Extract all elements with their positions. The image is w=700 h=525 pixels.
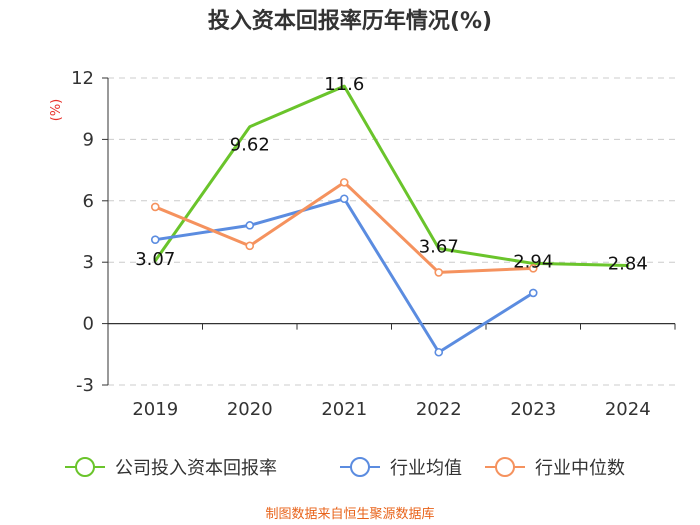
y-tick-label: 3 xyxy=(83,252,94,273)
series-point-2 xyxy=(528,264,538,273)
legend-label-0: 公司投入资本回报率 xyxy=(115,458,277,479)
series-point-1 xyxy=(434,347,444,357)
data-label: 3.67 xyxy=(419,236,459,257)
x-tick-label: 2019 xyxy=(132,399,178,420)
series-lines xyxy=(150,84,630,357)
y-axis-unit-label: (%) xyxy=(49,99,64,122)
y-tick-label: 12 xyxy=(71,68,94,89)
x-tick-label: 2022 xyxy=(416,399,462,420)
data-label: 3.07 xyxy=(135,249,175,270)
series-point-1 xyxy=(528,288,538,298)
data-labels: 3.07 9.62 11.6 3.67 2.94 2.84 xyxy=(135,74,648,274)
source-note: 制图数据来自恒生聚源数据库 xyxy=(265,506,434,522)
y-tick-label: -3 xyxy=(76,375,94,396)
legend-label-2: 行业中位数 xyxy=(535,458,625,479)
series-point-2 xyxy=(150,202,160,212)
legend: 公司投入资本回报率 行业均值 行业中位数 xyxy=(65,457,625,479)
series-line-1 xyxy=(153,197,535,354)
series-point-2 xyxy=(434,268,444,277)
chart-title: 投入资本回报率历年情况(%) xyxy=(208,8,492,34)
series-point-2 xyxy=(245,241,255,251)
series-point-1 xyxy=(339,194,349,204)
series-line-0 xyxy=(153,84,630,267)
legend-marker-0 xyxy=(75,457,95,477)
data-label: 2.84 xyxy=(608,253,648,274)
y-tick-label: 6 xyxy=(83,191,94,212)
data-label: 9.62 xyxy=(230,135,270,156)
x-tick-label: 2024 xyxy=(605,399,651,420)
series-point-1 xyxy=(150,235,160,244)
x-tick-label: 2020 xyxy=(227,399,273,420)
legend-marker-2 xyxy=(495,457,515,477)
grid-lines xyxy=(108,77,675,386)
axes: -3 0 3 6 9 12 2019 2020 2021 2022 2023 2024 xyxy=(71,68,676,420)
data-label: 2.94 xyxy=(513,251,553,272)
y-tick-label: 0 xyxy=(83,314,94,335)
legend-label-1: 行业均值 xyxy=(390,458,462,479)
y-tick-label: 9 xyxy=(83,129,94,150)
x-tick-label: 2021 xyxy=(321,399,367,420)
series-point-1 xyxy=(245,221,255,230)
legend-marker-1 xyxy=(350,457,370,477)
data-label: 11.6 xyxy=(324,74,364,95)
series-point-2 xyxy=(339,178,349,187)
x-tick-label: 2023 xyxy=(510,399,556,420)
